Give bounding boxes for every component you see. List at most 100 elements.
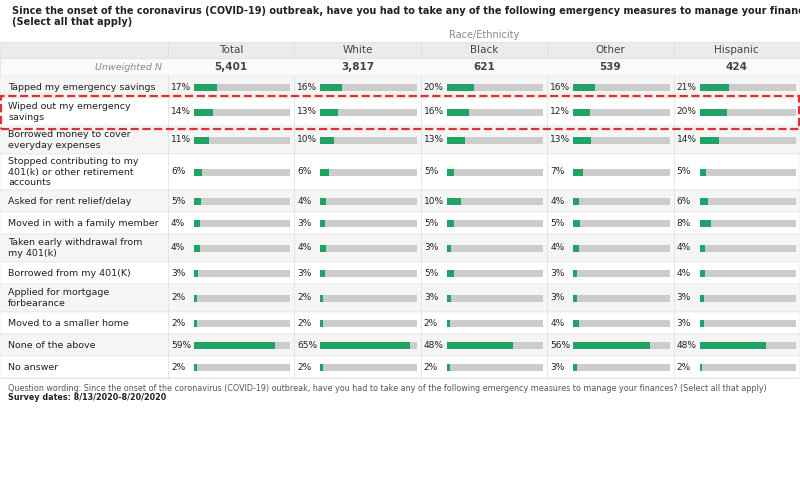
Bar — [320, 84, 342, 90]
Bar — [0, 262, 800, 284]
Bar — [446, 294, 451, 302]
Text: 5%: 5% — [424, 268, 438, 278]
Text: Other: Other — [595, 45, 626, 55]
Bar — [0, 334, 800, 356]
Bar — [194, 320, 290, 326]
Bar — [194, 364, 290, 370]
Bar — [0, 190, 800, 212]
Bar — [446, 136, 543, 143]
Bar — [320, 320, 323, 326]
Text: Asked for rent relief/delay: Asked for rent relief/delay — [8, 196, 131, 205]
Bar — [0, 42, 168, 58]
Text: 3%: 3% — [298, 218, 312, 228]
Text: 3,817: 3,817 — [341, 62, 374, 72]
Text: Tapped my emergency savings: Tapped my emergency savings — [8, 82, 155, 92]
Text: 14%: 14% — [171, 108, 191, 116]
Bar — [446, 198, 461, 204]
Bar — [699, 84, 729, 90]
Bar — [573, 244, 578, 252]
Text: 4%: 4% — [550, 244, 565, 252]
Text: Question wording: Since the onset of the coronavirus (COVID-19) outbreak, have y: Question wording: Since the onset of the… — [8, 384, 766, 393]
Bar — [194, 294, 197, 302]
Text: 12%: 12% — [550, 108, 570, 116]
Bar — [0, 234, 800, 262]
Bar — [573, 320, 578, 326]
Bar — [699, 198, 796, 204]
Text: 13%: 13% — [424, 136, 444, 144]
Bar — [573, 220, 670, 226]
Bar — [699, 244, 796, 252]
Bar — [194, 168, 290, 175]
Bar — [320, 108, 417, 116]
Text: 3%: 3% — [550, 362, 565, 372]
Bar — [674, 42, 800, 58]
Bar — [699, 364, 702, 370]
Text: 3%: 3% — [424, 294, 438, 302]
Bar — [573, 320, 670, 326]
Text: 3%: 3% — [677, 318, 691, 328]
Bar — [0, 76, 800, 98]
Bar — [699, 136, 796, 143]
Text: 2%: 2% — [298, 294, 312, 302]
Bar — [446, 294, 543, 302]
Text: None of the above: None of the above — [8, 340, 95, 349]
Bar — [320, 198, 417, 204]
Bar — [699, 220, 710, 226]
Bar — [446, 244, 451, 252]
Bar — [320, 270, 325, 276]
Text: Hispanic: Hispanic — [714, 45, 759, 55]
Text: 2%: 2% — [298, 318, 312, 328]
Bar — [446, 108, 469, 116]
Bar — [573, 270, 578, 276]
Bar — [446, 364, 543, 370]
Bar — [320, 136, 417, 143]
Text: Wiped out my emergency
savings: Wiped out my emergency savings — [8, 102, 130, 122]
Text: 3%: 3% — [550, 268, 565, 278]
Text: 59%: 59% — [171, 340, 191, 349]
Bar — [446, 136, 465, 143]
Bar — [446, 364, 450, 370]
Bar — [446, 84, 543, 90]
Text: 65%: 65% — [298, 340, 318, 349]
Bar — [547, 42, 674, 58]
Text: 20%: 20% — [677, 108, 697, 116]
Text: 4%: 4% — [677, 244, 691, 252]
Text: 4%: 4% — [171, 218, 186, 228]
Bar — [446, 108, 543, 116]
Bar — [699, 108, 727, 116]
Bar — [320, 342, 417, 348]
Text: 621: 621 — [473, 62, 495, 72]
Text: 2%: 2% — [677, 362, 691, 372]
Bar — [194, 244, 290, 252]
Bar — [194, 198, 290, 204]
Text: 4%: 4% — [298, 196, 312, 205]
Text: Borrowed money to cover
everyday expenses: Borrowed money to cover everyday expense… — [8, 130, 130, 150]
Bar — [446, 342, 513, 348]
Bar — [573, 168, 670, 175]
Text: Applied for mortgage
forbearance: Applied for mortgage forbearance — [8, 288, 110, 308]
Bar — [320, 168, 417, 175]
Bar — [194, 220, 199, 226]
Text: 7%: 7% — [550, 168, 565, 176]
Text: (Select all that apply): (Select all that apply) — [12, 17, 132, 27]
Bar — [320, 320, 417, 326]
Bar — [699, 270, 705, 276]
Bar — [699, 244, 705, 252]
Bar — [446, 84, 474, 90]
Text: 14%: 14% — [677, 136, 697, 144]
Bar — [421, 42, 547, 58]
Text: 13%: 13% — [298, 108, 318, 116]
Bar — [446, 320, 450, 326]
Bar — [573, 198, 578, 204]
Bar — [194, 320, 197, 326]
Text: 539: 539 — [599, 62, 622, 72]
Text: Taken early withdrawal from
my 401(k): Taken early withdrawal from my 401(k) — [8, 238, 142, 258]
Text: Moved to a smaller home: Moved to a smaller home — [8, 318, 129, 328]
Bar — [699, 270, 796, 276]
Text: 6%: 6% — [298, 168, 312, 176]
Bar — [194, 108, 214, 116]
Text: 2%: 2% — [298, 362, 312, 372]
Bar — [194, 342, 275, 348]
Text: 8%: 8% — [677, 218, 691, 228]
Bar — [699, 294, 704, 302]
